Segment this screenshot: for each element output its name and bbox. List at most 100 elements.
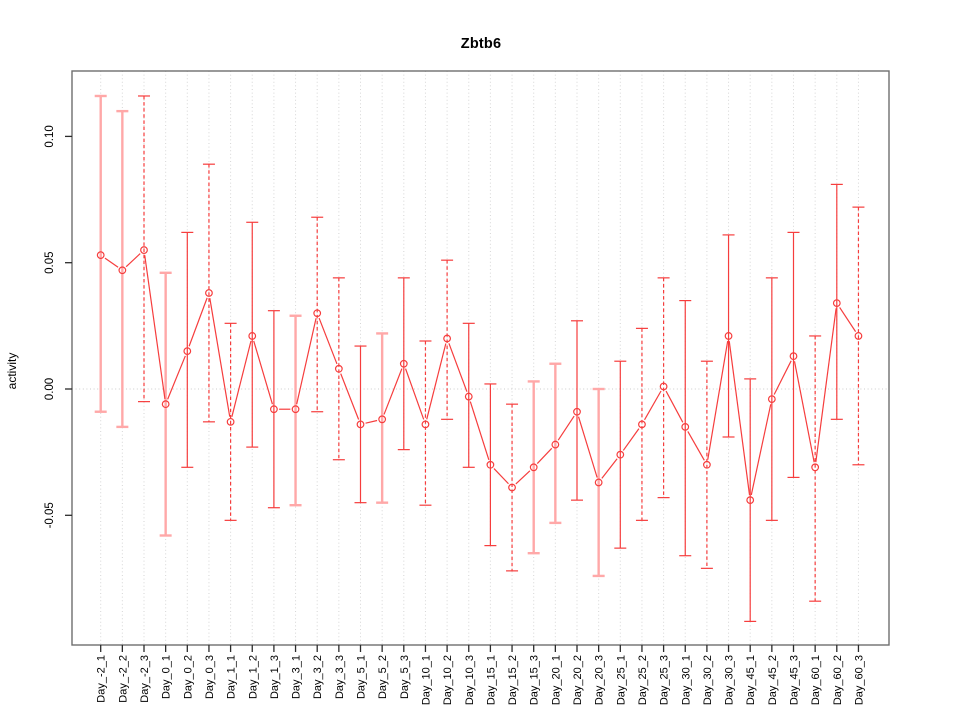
series-line-segment — [557, 415, 575, 441]
series-line-segment — [188, 297, 208, 347]
x-tick-label: Day_45_2 — [767, 655, 779, 705]
x-tick-label: Day_30_1 — [680, 655, 692, 705]
data-point-marker — [703, 460, 711, 469]
y-tick-label: 0.00 — [44, 378, 56, 400]
data-point-marker — [378, 415, 387, 424]
x-tick-label: Day_15_2 — [507, 655, 519, 705]
data-point-marker — [443, 334, 452, 343]
y-tick-label: 0.10 — [44, 125, 56, 147]
data-point-marker — [356, 420, 365, 429]
data-point-marker — [854, 332, 863, 340]
series-line-segment — [104, 257, 119, 268]
x-tick-label: Day_25_2 — [637, 655, 649, 705]
x-tick-label: Day_45_3 — [789, 655, 801, 705]
data-point-marker — [291, 405, 300, 414]
x-tick-label: Day_10_2 — [442, 655, 454, 705]
series-line-segment — [839, 307, 857, 332]
data-point-marker — [746, 496, 755, 505]
series-line-segment — [493, 468, 509, 485]
data-point-marker — [421, 420, 430, 429]
x-tick-label: Day_20_3 — [594, 655, 606, 705]
series-line-segment — [253, 340, 274, 405]
series-line-segment — [144, 255, 166, 400]
series-line-segment — [665, 390, 684, 423]
y-tick-label: 0.05 — [44, 252, 56, 274]
x-tick-label: Day_20_1 — [550, 655, 562, 705]
x-tick-label: Day_1_2 — [247, 655, 259, 699]
x-tick-label: Day_30_3 — [724, 655, 736, 705]
data-point-marker — [616, 450, 625, 459]
series-line-segment — [536, 447, 553, 464]
x-tick-label: Day_1_3 — [269, 655, 281, 699]
chart-title: Zbtb6 — [460, 36, 502, 52]
x-tick-label: Day_45_1 — [745, 655, 757, 705]
series-line-segment — [750, 404, 772, 496]
x-tick-label: Day_1_1 — [226, 655, 238, 699]
series-line-segment — [125, 253, 141, 268]
data-point-marker — [464, 392, 473, 401]
x-tick-label: Day_10_1 — [420, 655, 432, 705]
x-tick-label: Day_30_2 — [702, 655, 714, 705]
series-line-segment — [340, 373, 360, 420]
y-axis-label: activity — [5, 352, 19, 390]
data-point-marker — [161, 400, 170, 409]
series-line-segment — [687, 431, 705, 461]
series-line-segment — [601, 458, 618, 479]
series-line-segment — [383, 368, 403, 415]
x-tick-label: Day_0_3 — [204, 655, 216, 699]
series-line-segment — [644, 390, 662, 421]
data-point-marker — [334, 364, 343, 373]
data-point-marker — [226, 417, 235, 426]
series-line-segment — [469, 401, 490, 461]
series-line-segment — [793, 361, 815, 463]
series-line-segment — [448, 343, 468, 392]
series-line-segment — [365, 419, 378, 424]
series-line-segment — [815, 308, 837, 463]
data-point-marker — [140, 246, 148, 254]
data-point-marker — [486, 460, 495, 469]
series-line-segment — [773, 360, 792, 395]
x-tick-label: Day_10_3 — [464, 655, 476, 705]
data-point-marker — [205, 289, 213, 297]
data-point-marker — [551, 440, 560, 449]
x-tick-label: Day_15_3 — [529, 655, 541, 705]
data-point-marker — [767, 395, 776, 404]
data-point-marker — [832, 299, 841, 308]
x-tick-label: Day_5_1 — [356, 655, 368, 699]
series-line-segment — [707, 340, 729, 460]
x-tick-label: Day_-2_3 — [139, 655, 151, 703]
data-point-marker — [681, 422, 690, 431]
x-tick-label: Day_3_2 — [312, 655, 324, 699]
x-tick-label: Day_0_1 — [161, 655, 173, 699]
data-point-marker — [248, 332, 257, 340]
series-line-segment — [404, 368, 425, 420]
data-point-marker — [659, 382, 668, 391]
data-point-marker — [573, 407, 581, 416]
data-point-marker — [529, 463, 538, 472]
x-tick-label: Day_3_3 — [334, 655, 346, 699]
x-tick-label: Day_25_3 — [659, 655, 671, 705]
plot-border — [71, 70, 890, 646]
x-tick-label: Day_15_1 — [485, 655, 497, 705]
series-line-segment — [728, 341, 751, 496]
data-point-marker — [811, 463, 820, 472]
x-tick-label: Day_5_3 — [399, 655, 411, 699]
series-line-segment — [622, 428, 640, 451]
data-point-marker — [313, 309, 322, 318]
x-tick-label: Day_-2_2 — [117, 655, 129, 703]
x-tick-label: Day_60_3 — [853, 655, 865, 705]
data-point-marker — [96, 251, 105, 260]
x-tick-label: Day_60_1 — [810, 655, 822, 705]
series-line-segment — [167, 355, 186, 400]
x-tick-label: Day_-2_1 — [96, 655, 108, 703]
series-line-segment — [515, 470, 531, 485]
x-tick-label: Day_5_2 — [377, 655, 389, 699]
series-line-segment — [296, 318, 317, 405]
series-line-segment — [426, 343, 447, 420]
series-line-segment — [318, 317, 338, 365]
x-tick-label: Day_20_2 — [572, 655, 584, 705]
data-point-marker — [638, 420, 646, 429]
data-point-marker — [789, 352, 798, 361]
x-tick-label: Day_25_1 — [615, 655, 627, 705]
